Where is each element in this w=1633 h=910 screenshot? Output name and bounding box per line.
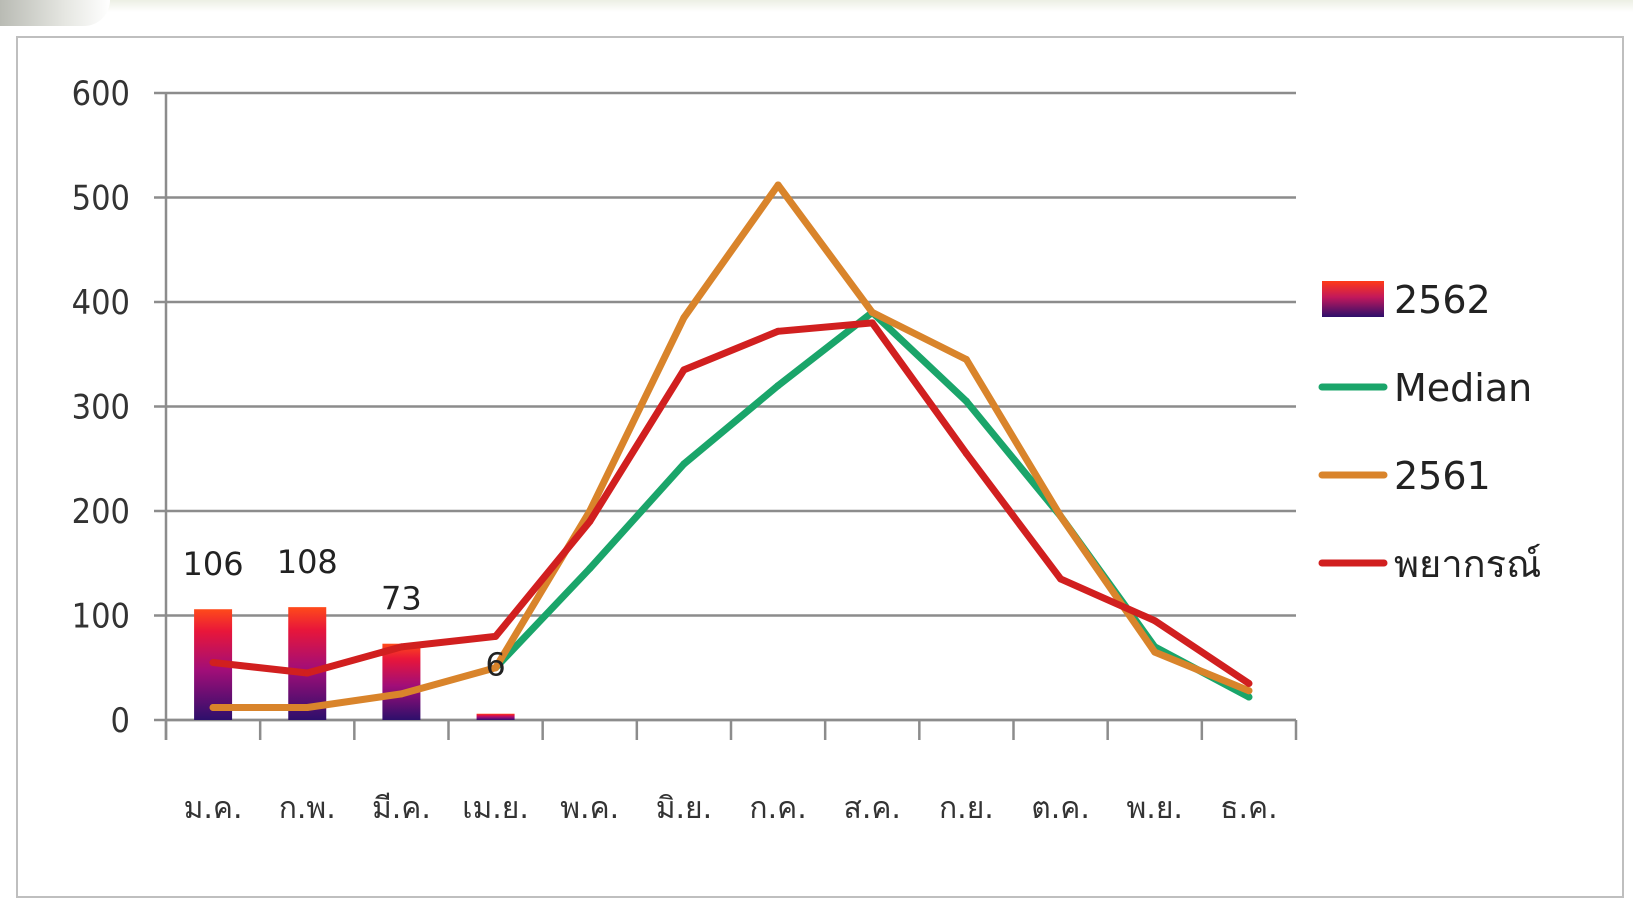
y-tick-label: 200 [72, 492, 130, 532]
x-tick-label: พ.ค. [560, 791, 619, 826]
series-line-3 [209, 319, 1253, 687]
x-tick-label: เม.ย. [462, 791, 529, 826]
legend-label: 2561 [1394, 454, 1491, 498]
line-point [586, 564, 594, 572]
legend-swatch [1322, 281, 1384, 317]
line-point [1057, 512, 1065, 520]
top-strip [0, 0, 1633, 12]
line-point [1245, 679, 1253, 687]
line-point [586, 517, 594, 525]
x-tick-label: ธ.ค. [1220, 791, 1277, 826]
bar [382, 643, 421, 720]
line-point [962, 450, 970, 458]
line-point [209, 659, 217, 667]
line-point [962, 397, 970, 405]
line-point [1057, 575, 1065, 583]
data-label: 73 [381, 580, 422, 618]
bar [288, 607, 327, 720]
line-point [209, 703, 217, 711]
y-tick-label: 600 [72, 74, 130, 114]
x-tick-label: ก.พ. [279, 791, 336, 826]
line-layer [209, 181, 1253, 711]
y-tick-label: 0 [111, 701, 130, 741]
line-point [1151, 648, 1159, 656]
axis-layer: 0 100 200 300 400 500 600 ม.ค. ก.พ. มี.ค. เม.ย. พ.ค… [72, 74, 1298, 826]
x-tick-label: ม.ค. [184, 791, 243, 826]
y-tick-label: 500 [72, 179, 130, 219]
label-layer: 106 108 73 6 [183, 543, 506, 684]
line-point [1245, 693, 1253, 701]
line-point [680, 314, 688, 322]
x-tick-label: พ.ย. [1127, 791, 1183, 826]
line-point [868, 319, 876, 327]
data-label: 6 [485, 646, 505, 684]
line-point [680, 460, 688, 468]
y-tick-label: 400 [72, 283, 130, 323]
line-point [303, 669, 311, 677]
x-tick-label: ก.ย. [939, 791, 994, 826]
line-point [868, 308, 876, 316]
line-point [492, 632, 500, 640]
series-line-2 [209, 181, 1253, 711]
x-tick-label: มี.ค. [372, 791, 431, 826]
line-point [1245, 687, 1253, 695]
line-point [774, 181, 782, 189]
line-point [303, 703, 311, 711]
x-tick-label: ส.ค. [844, 791, 901, 826]
bar [476, 713, 515, 720]
line-point [492, 664, 500, 672]
line-point [397, 690, 405, 698]
line-point [397, 643, 405, 651]
line-point [774, 382, 782, 390]
line-point [962, 355, 970, 363]
legend-label: พยากรณ์ [1394, 542, 1541, 586]
line-point [680, 366, 688, 374]
y-tick-label: 100 [72, 597, 130, 637]
y-tick-label: 300 [72, 388, 130, 428]
legend-label: 2562 [1394, 278, 1491, 322]
data-label: 108 [277, 543, 338, 581]
legend-layer: 2562 Median 2561 พยากรณ์ [1318, 278, 1541, 586]
x-tick-label: มิ.ย. [656, 791, 712, 826]
x-tick-label: ต.ค. [1031, 791, 1090, 826]
data-label: 106 [183, 545, 244, 583]
chart-frame [16, 36, 1624, 898]
series-line-1 [492, 308, 1253, 701]
line-point [774, 327, 782, 335]
x-tick-label: ก.ค. [749, 791, 806, 826]
line-point [1151, 617, 1159, 625]
corner-shade [0, 0, 110, 26]
legend-label: Median [1394, 366, 1532, 410]
